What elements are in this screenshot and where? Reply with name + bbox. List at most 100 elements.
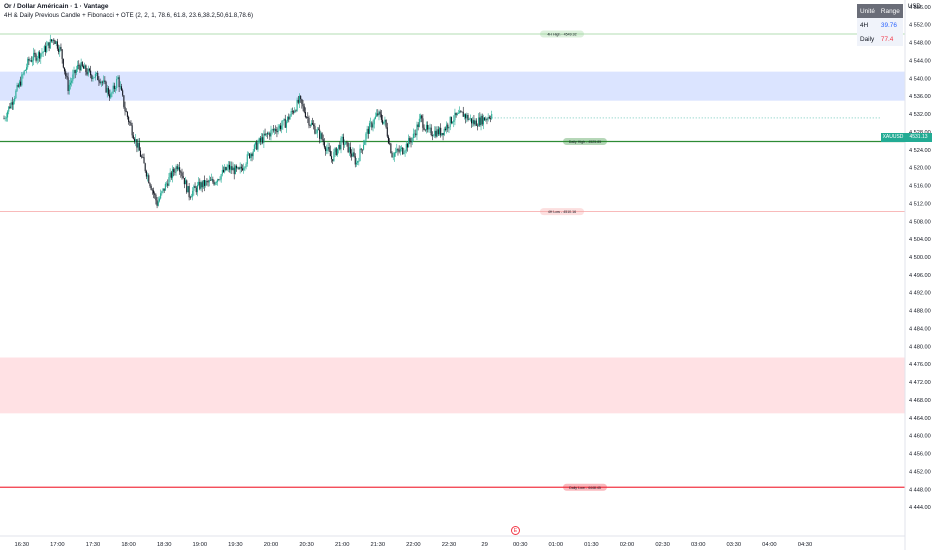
- candle-body: [222, 169, 225, 173]
- candle-body: [269, 133, 271, 137]
- candle-body: [62, 58, 64, 68]
- candle-body: [296, 99, 298, 111]
- price-tick-label: 4 452.00: [909, 469, 931, 475]
- candle-body: [371, 122, 373, 128]
- time-tick-label: 18:00: [121, 542, 136, 548]
- candle-body: [220, 174, 222, 180]
- candle-body: [35, 54, 37, 61]
- candle-body: [10, 102, 12, 109]
- candle-body: [491, 114, 493, 119]
- candle-body: [126, 111, 128, 117]
- candle-body: [275, 129, 277, 131]
- candle-body: [398, 150, 400, 152]
- candle-body: [138, 142, 140, 151]
- candle-body: [265, 133, 267, 136]
- candle-body: [196, 184, 198, 193]
- candle-body: [170, 172, 172, 178]
- indicator-label[interactable]: 4H & Daily Previous Candle + Fibonacci +…: [4, 12, 254, 19]
- candle-body: [353, 152, 355, 157]
- candle-body: [60, 46, 62, 50]
- candle-body: [434, 130, 436, 136]
- candle-body: [49, 39, 51, 49]
- candle-body: [42, 51, 44, 53]
- candle-body: [15, 90, 17, 99]
- candle-body: [65, 71, 67, 76]
- candles-layer: [3, 34, 493, 209]
- candle-body: [325, 147, 327, 152]
- candle-body: [379, 111, 381, 115]
- candle-body: [341, 136, 343, 139]
- candle-body: [271, 129, 273, 130]
- candle-body: [118, 77, 120, 88]
- candle-body: [410, 141, 412, 143]
- candle-body: [230, 166, 232, 170]
- candle-body: [405, 143, 407, 151]
- candle-body: [206, 181, 208, 182]
- candle-body: [443, 128, 445, 135]
- candle-body: [282, 120, 284, 126]
- candle-body: [433, 135, 435, 137]
- candle-body: [106, 88, 108, 93]
- candle-body: [46, 45, 48, 52]
- economic-event-marker[interactable]: E: [511, 526, 520, 535]
- candle-body: [303, 106, 305, 113]
- price-tick-label: 4 520.00: [909, 166, 931, 172]
- candle-body: [441, 133, 443, 136]
- candle-body: [367, 128, 369, 134]
- level-pill-h4_high: [540, 30, 584, 38]
- candle-body: [141, 156, 143, 158]
- candle-body: [354, 156, 356, 165]
- candle-body: [61, 49, 63, 59]
- level-label-h4_high: 4H High - 4549.92: [547, 33, 576, 37]
- candle-body: [176, 166, 178, 170]
- price-tick-label: 4 540.00: [909, 76, 931, 82]
- candle-body: [190, 196, 193, 198]
- candle-body: [162, 188, 164, 192]
- candle-body: [241, 168, 244, 171]
- candle-body: [194, 186, 196, 188]
- candle-body: [99, 81, 101, 83]
- candle-body: [258, 138, 260, 144]
- price-tick-label: 4 468.00: [909, 398, 931, 404]
- candle-body: [88, 68, 90, 71]
- time-tick-label: 19:00: [193, 542, 208, 548]
- price-axis[interactable]: 4 444.00 4 448.00 4 452.00 4 456.00 4 460.00…: [491, 5, 931, 511]
- candle-body: [448, 127, 450, 129]
- candle-body: [380, 114, 382, 120]
- candle-body: [24, 69, 26, 71]
- candle-body: [236, 165, 238, 169]
- candle-body: [365, 133, 367, 141]
- candle-body: [322, 139, 324, 143]
- candle-body: [136, 139, 138, 148]
- candle-body: [310, 122, 312, 126]
- candle-body: [311, 122, 314, 125]
- candle-body: [480, 115, 482, 126]
- candle-body: [100, 81, 102, 83]
- candle-body: [277, 128, 279, 133]
- candle-body: [454, 112, 456, 121]
- candle-body: [266, 133, 268, 135]
- currency-label[interactable]: USD: [908, 4, 921, 10]
- candle-body: [39, 52, 41, 59]
- candle-body: [147, 175, 149, 177]
- candle-body: [342, 136, 344, 145]
- candle-body: [349, 147, 352, 154]
- candle-body: [91, 75, 93, 79]
- candle-body: [63, 67, 66, 72]
- range-table-header-unit: Unité: [857, 4, 878, 18]
- candle-body: [345, 141, 347, 145]
- candle-body: [430, 127, 432, 135]
- time-axis[interactable]: 16:30 17:00 17:30 18:00 18:30 19:00 19:30 20:00…: [15, 542, 813, 548]
- time-tick-label: 00:30: [513, 542, 528, 548]
- candle-body: [114, 87, 117, 89]
- candle-body: [427, 124, 429, 130]
- candle-body: [20, 81, 22, 86]
- candle-body: [207, 181, 209, 183]
- candle-body: [85, 65, 87, 72]
- candle-body: [31, 60, 34, 62]
- candle-body: [231, 166, 233, 171]
- candle-body: [195, 187, 197, 193]
- price-tick-label: 4 484.00: [909, 326, 931, 332]
- candle-body: [308, 117, 310, 126]
